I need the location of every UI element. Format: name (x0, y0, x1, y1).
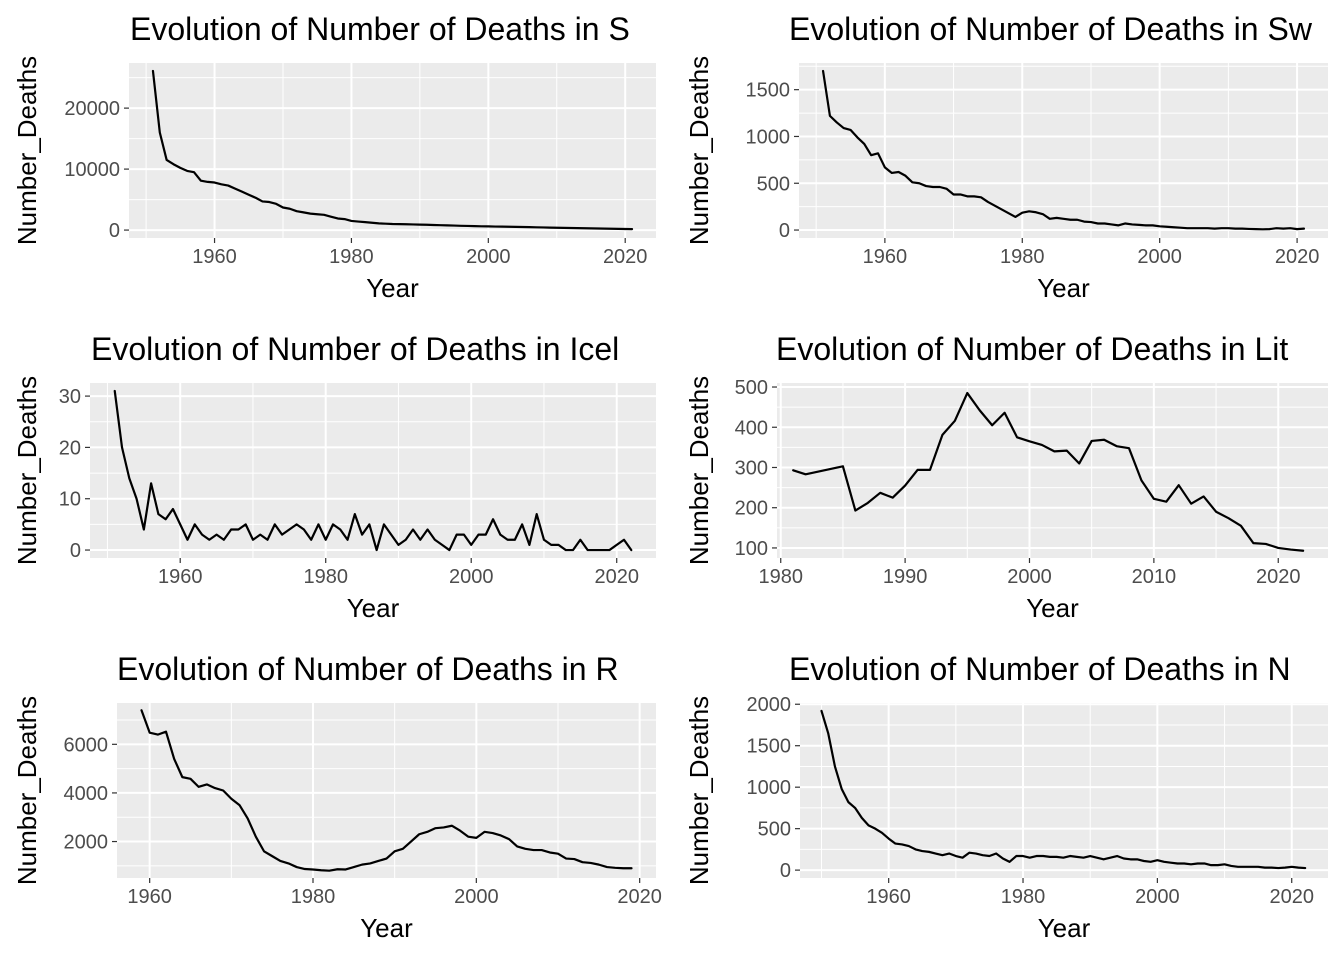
series-line-1 (140, 709, 633, 872)
x-tick-label: 1980 (329, 246, 374, 268)
x-tick-label: 2020 (617, 886, 662, 908)
y-tick-label: 100 (735, 538, 768, 560)
y-tick-label: 0 (70, 540, 81, 562)
chart-title: Evolution of Number of Deaths in Lit (776, 331, 1288, 367)
y-tick-label: 2000 (747, 694, 792, 716)
x-axis-title: Year (366, 273, 419, 303)
plot-background (90, 383, 656, 558)
y-tick-label: 400 (735, 417, 768, 439)
chart-svg-6: 1960 1980 2000 2020 0 500 1000 1500 2000 Evolutio… (684, 651, 1328, 943)
plot-background (800, 703, 1328, 878)
x-tick-label: 2010 (1132, 566, 1177, 588)
chart-title: Evolution of Number of Deaths in N (789, 651, 1291, 687)
y-tick-label: 500 (735, 377, 768, 399)
x-axis-title: Year (360, 913, 413, 943)
y-axis-title: Number_Deaths (684, 56, 714, 245)
chart-svg-3: 1960 1980 2000 2020 0 10 20 30 Evolution of Numb… (12, 331, 656, 623)
y-tick-label: 500 (758, 819, 791, 841)
y-axis-title: Number_Deaths (12, 376, 42, 565)
x-tick-label: 2020 (1275, 246, 1320, 268)
series-line-1 (113, 389, 633, 552)
y-tick-label: 0 (780, 860, 791, 882)
x-axis-title: Year (1026, 593, 1079, 623)
y-tick-label: 20 (59, 437, 81, 459)
y-tick-label: 1500 (746, 80, 791, 102)
y-tick-label: 1000 (746, 126, 791, 148)
x-tick-label: 1980 (291, 886, 336, 908)
y-tick-label: 0 (109, 220, 120, 242)
series-line-1 (151, 69, 634, 231)
y-tick-label: 10000 (64, 159, 120, 181)
x-axis-title: Year (347, 593, 400, 623)
x-tick-label: 1960 (866, 886, 911, 908)
y-tick-label: 1000 (747, 777, 792, 799)
x-tick-label: 2000 (1137, 246, 1182, 268)
x-tick-label: 1990 (883, 566, 928, 588)
x-tick-label: 2020 (1269, 886, 1314, 908)
x-tick-label: 2020 (1256, 566, 1301, 588)
x-tick-label: 2000 (1007, 566, 1052, 588)
x-tick-label: 1980 (303, 566, 348, 588)
y-axis-title: Number_Deaths (684, 376, 714, 565)
x-axis-title: Year (1038, 913, 1091, 943)
plot-background (777, 383, 1328, 558)
chart-panel-2: 1960 1980 2000 2020 0 500 1000 1500 Evolution of… (672, 0, 1344, 320)
y-tick-label: 500 (757, 173, 790, 195)
chart-svg-2: 1960 1980 2000 2020 0 500 1000 1500 Evolution of… (684, 11, 1328, 303)
x-tick-label: 1960 (158, 566, 203, 588)
y-axis-title: Number_Deaths (12, 56, 42, 245)
chart-panel-6: 1960 1980 2000 2020 0 500 1000 1500 2000 Evolutio… (672, 640, 1344, 960)
x-tick-label: 1980 (758, 566, 803, 588)
x-tick-label: 2000 (454, 886, 499, 908)
y-tick-label: 20000 (64, 98, 120, 120)
y-tick-label: 2000 (64, 832, 109, 854)
x-tick-label: 1960 (127, 886, 172, 908)
x-tick-label: 2000 (466, 246, 511, 268)
x-tick-label: 1980 (1001, 886, 1046, 908)
x-axis-title: Year (1037, 273, 1090, 303)
y-tick-label: 10 (59, 489, 81, 511)
y-axis-title: Number_Deaths (12, 696, 42, 885)
x-tick-label: 2000 (449, 566, 494, 588)
chart-title: Evolution of Number of Deaths in R (117, 651, 619, 687)
chart-panel-5: 1960 1980 2000 2020 2000 4000 6000 Evolution of… (0, 640, 672, 960)
chart-svg-1: 1960 1980 2000 2020 0 10000 20000 Evolution of … (12, 11, 656, 303)
x-tick-label: 1960 (192, 246, 237, 268)
chart-svg-4: 1980 1990 2000 2010 2020 100 200 300 400 500 Evolu… (684, 331, 1328, 623)
chart-panel-4: 1980 1990 2000 2010 2020 100 200 300 400 500 Evolu… (672, 320, 1344, 640)
x-tick-label: 2020 (594, 566, 639, 588)
x-tick-label: 2020 (603, 246, 648, 268)
x-tick-label: 1980 (1000, 246, 1045, 268)
x-tick-label: 2000 (1135, 886, 1180, 908)
plot-background (129, 63, 656, 238)
plot-background (117, 703, 656, 878)
y-axis-title: Number_Deaths (684, 696, 714, 885)
y-tick-label: 6000 (64, 734, 109, 756)
y-tick-label: 200 (735, 498, 768, 520)
y-tick-label: 0 (779, 220, 790, 242)
y-tick-label: 300 (735, 457, 768, 479)
chart-title: Evolution of Number of Deaths in S (130, 11, 630, 47)
y-tick-label: 30 (59, 386, 81, 408)
chart-panel-1: 1960 1980 2000 2020 0 10000 20000 Evolution of … (0, 0, 672, 320)
series-line-1 (821, 69, 1306, 231)
plot-background (799, 63, 1328, 238)
chart-svg-5: 1960 1980 2000 2020 2000 4000 6000 Evolution of… (12, 651, 662, 943)
y-tick-label: 1500 (747, 736, 792, 758)
chart-title: Evolution of Number of Deaths in Icel (91, 331, 619, 367)
chart-panel-3: 1960 1980 2000 2020 0 10 20 30 Evolution of Numb… (0, 320, 672, 640)
x-tick-label: 1960 (863, 246, 908, 268)
series-line-1 (820, 709, 1307, 870)
y-tick-label: 4000 (64, 783, 109, 805)
chart-title: Evolution of Number of Deaths in Sw (789, 11, 1313, 47)
series-line-1 (792, 391, 1305, 552)
